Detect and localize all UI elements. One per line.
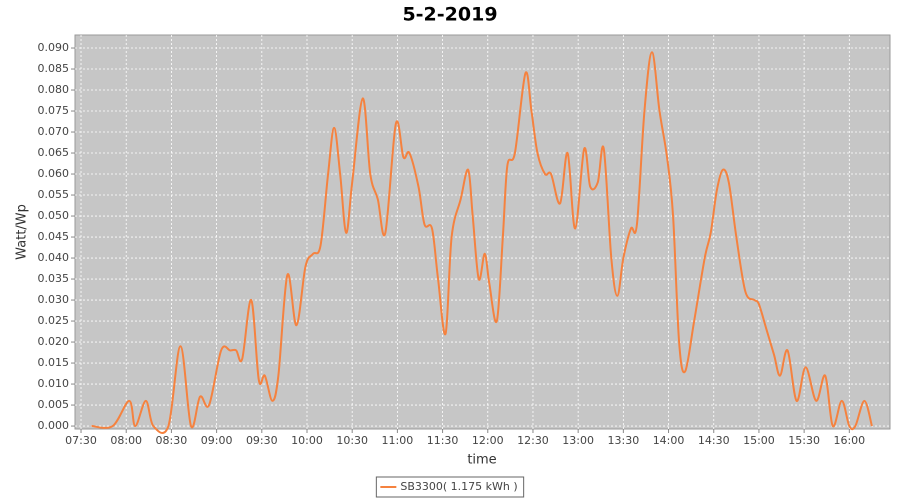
y-tick-label: 0.075 [38,104,70,117]
x-tick-label: 11:30 [427,434,459,447]
x-tick-label: 14:00 [653,434,685,447]
x-axis-label: time [467,453,496,468]
legend-box [375,476,525,498]
y-tick-label: 0.035 [38,272,70,285]
y-tick-label: 0.055 [38,188,70,201]
series-line [91,51,873,434]
x-tick-label: 09:30 [246,434,278,447]
y-tick-label: 0.085 [38,62,70,75]
y-tick-label: 0.030 [38,293,70,306]
x-tick-label: 08:00 [110,434,142,447]
plot-area [74,34,891,430]
legend-label: SB3300( 1.175 kWh ) [400,480,517,493]
y-tick-label: 0.045 [38,230,70,243]
y-tick-label: 0.050 [38,209,70,222]
y-tick-label: 0.005 [38,398,70,411]
x-tick-label: 13:00 [562,434,594,447]
y-tick-label: 0.025 [38,314,70,327]
x-tick-label: 12:30 [517,434,549,447]
x-tick-label: 10:30 [336,434,368,447]
x-tick-label: 15:00 [743,434,775,447]
y-tick-label: 0.000 [38,419,70,432]
y-tick-label: 0.060 [38,167,70,180]
y-tick-label: 0.020 [38,335,70,348]
x-tick-label: 07:30 [65,434,97,447]
y-tick-label: 0.040 [38,251,70,264]
x-tick-label: 15:30 [788,434,820,447]
x-tick-label: 16:00 [833,434,865,447]
y-axis-label: Watt/Wp [15,204,30,260]
x-tick-label: 12:00 [472,434,504,447]
legend: SB3300( 1.175 kWh ) [375,476,525,498]
y-tick-label: 0.065 [38,146,70,159]
x-tick-label: 11:00 [382,434,414,447]
y-tick-label: 0.010 [38,377,70,390]
x-tick-label: 08:30 [156,434,188,447]
x-tick-label: 10:00 [291,434,323,447]
chart-title: 5-2-2019 [402,4,497,26]
x-tick-label: 14:30 [698,434,730,447]
x-tick-label: 13:30 [608,434,640,447]
y-tick-label: 0.015 [38,356,70,369]
x-tick-label: 09:00 [201,434,233,447]
y-tick-label: 0.070 [38,125,70,138]
y-tick-label: 0.090 [38,41,70,54]
y-tick-label: 0.080 [38,83,70,96]
